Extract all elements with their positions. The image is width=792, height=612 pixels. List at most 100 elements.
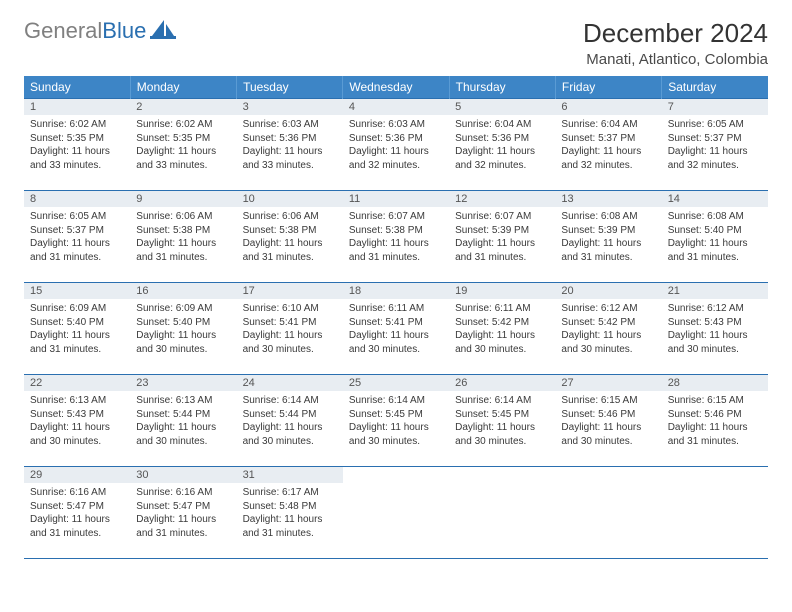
- calendar-row: 1Sunrise: 6:02 AMSunset: 5:35 PMDaylight…: [24, 99, 768, 191]
- calendar-cell: 14Sunrise: 6:08 AMSunset: 5:40 PMDayligh…: [662, 191, 768, 283]
- sunrise-line: Sunrise: 6:11 AM: [455, 302, 549, 316]
- weekday-header: Tuesday: [237, 76, 343, 99]
- day-number: 1: [24, 99, 130, 115]
- sunset-line: Sunset: 5:40 PM: [136, 316, 230, 330]
- calendar-cell: 2Sunrise: 6:02 AMSunset: 5:35 PMDaylight…: [130, 99, 236, 191]
- calendar-cell: ..: [343, 467, 449, 559]
- sunrise-line: Sunrise: 6:17 AM: [243, 486, 337, 500]
- sunset-line: Sunset: 5:44 PM: [243, 408, 337, 422]
- weekday-header: Saturday: [662, 76, 768, 99]
- daylight-line: Daylight: 11 hours and 31 minutes.: [243, 237, 337, 264]
- calendar-cell: 16 Sunrise: 6:09 AMSunset: 5:40 PMDayligh…: [130, 283, 236, 375]
- sunset-line: Sunset: 5:38 PM: [349, 224, 443, 238]
- day-details: Sunrise: 6:10 AMSunset: 5:41 PMDaylight:…: [237, 299, 343, 360]
- day-number: 12: [449, 191, 555, 207]
- daylight-line: Daylight: 11 hours and 31 minutes.: [136, 237, 230, 264]
- day-details: Sunrise: 6:03 AMSunset: 5:36 PMDaylight:…: [343, 115, 449, 176]
- day-details: Sunrise: 6:13 AMSunset: 5:43 PMDaylight:…: [24, 391, 130, 452]
- calendar-cell: 13Sunrise: 6:08 AMSunset: 5:39 PMDayligh…: [555, 191, 661, 283]
- day-details: Sunrise: 6:12 AMSunset: 5:43 PMDaylight:…: [662, 299, 768, 360]
- calendar-cell: 4Sunrise: 6:03 AMSunset: 5:36 PMDaylight…: [343, 99, 449, 191]
- logo-blue: Blue: [102, 18, 146, 43]
- sunrise-line: Sunrise: 6:13 AM: [30, 394, 124, 408]
- daylight-line: Daylight: 11 hours and 30 minutes.: [136, 421, 230, 448]
- calendar-cell: 9Sunrise: 6:06 AMSunset: 5:38 PMDaylight…: [130, 191, 236, 283]
- day-number: 3: [237, 99, 343, 115]
- day-details: Sunrise: 6:04 AMSunset: 5:37 PMDaylight:…: [555, 115, 661, 176]
- day-number: 28: [662, 375, 768, 391]
- day-details: Sunrise: 6:13 AMSunset: 5:44 PMDaylight:…: [130, 391, 236, 452]
- sail-icon: [150, 18, 176, 44]
- day-details: Sunrise: 6:02 AMSunset: 5:35 PMDaylight:…: [24, 115, 130, 176]
- day-details: Sunrise: 6:16 AMSunset: 5:47 PMDaylight:…: [24, 483, 130, 544]
- weekday-header: Wednesday: [343, 76, 449, 99]
- weekday-header: Thursday: [449, 76, 555, 99]
- sunrise-line: Sunrise: 6:09 AM: [136, 302, 230, 316]
- sunset-line: Sunset: 5:46 PM: [668, 408, 762, 422]
- day-number: 16: [130, 283, 236, 299]
- sunrise-line: Sunrise: 6:05 AM: [30, 210, 124, 224]
- logo-text: GeneralBlue: [24, 20, 146, 42]
- day-number: 19: [449, 283, 555, 299]
- calendar-cell: ..: [449, 467, 555, 559]
- day-number: 27: [555, 375, 661, 391]
- sunset-line: Sunset: 5:38 PM: [136, 224, 230, 238]
- sunrise-line: Sunrise: 6:13 AM: [136, 394, 230, 408]
- day-details: Sunrise: 6:07 AMSunset: 5:38 PMDaylight:…: [343, 207, 449, 268]
- day-details: Sunrise: 6:06 AMSunset: 5:38 PMDaylight:…: [237, 207, 343, 268]
- calendar-cell: 17Sunrise: 6:10 AMSunset: 5:41 PMDayligh…: [237, 283, 343, 375]
- sunset-line: Sunset: 5:36 PM: [243, 132, 337, 146]
- day-details: Sunrise: 6:17 AMSunset: 5:48 PMDaylight:…: [237, 483, 343, 544]
- title-block: December 2024 Manati, Atlantico, Colombi…: [583, 18, 768, 68]
- calendar-cell: 5Sunrise: 6:04 AMSunset: 5:36 PMDaylight…: [449, 99, 555, 191]
- calendar-table: SundayMondayTuesdayWednesdayThursdayFrid…: [24, 76, 768, 559]
- day-number: 8: [24, 191, 130, 207]
- daylight-line: Daylight: 11 hours and 30 minutes.: [243, 329, 337, 356]
- sunset-line: Sunset: 5:45 PM: [349, 408, 443, 422]
- sunrise-line: Sunrise: 6:09 AM: [30, 302, 124, 316]
- sunrise-line: Sunrise: 6:06 AM: [136, 210, 230, 224]
- sunrise-line: Sunrise: 6:11 AM: [349, 302, 443, 316]
- sunset-line: Sunset: 5:40 PM: [30, 316, 124, 330]
- day-details: Sunrise: 6:05 AMSunset: 5:37 PMDaylight:…: [662, 115, 768, 176]
- calendar-cell: 6Sunrise: 6:04 AMSunset: 5:37 PMDaylight…: [555, 99, 661, 191]
- day-details: Sunrise: 6:06 AMSunset: 5:38 PMDaylight:…: [130, 207, 236, 268]
- day-number: 20: [555, 283, 661, 299]
- calendar-cell: 23Sunrise: 6:13 AMSunset: 5:44 PMDayligh…: [130, 375, 236, 467]
- sunrise-line: Sunrise: 6:15 AM: [668, 394, 762, 408]
- daylight-line: Daylight: 11 hours and 30 minutes.: [561, 329, 655, 356]
- sunset-line: Sunset: 5:41 PM: [243, 316, 337, 330]
- day-number: 22: [24, 375, 130, 391]
- day-number: 26: [449, 375, 555, 391]
- day-number: 17: [237, 283, 343, 299]
- day-number: 4: [343, 99, 449, 115]
- daylight-line: Daylight: 11 hours and 30 minutes.: [455, 329, 549, 356]
- day-details: Sunrise: 6:09 AMSunset: 5:40 PMDaylight:…: [24, 299, 130, 360]
- logo: GeneralBlue: [24, 18, 176, 44]
- calendar-body: 1Sunrise: 6:02 AMSunset: 5:35 PMDaylight…: [24, 99, 768, 559]
- day-details: Sunrise: 6:08 AMSunset: 5:40 PMDaylight:…: [662, 207, 768, 268]
- day-details: Sunrise: 6:02 AMSunset: 5:35 PMDaylight:…: [130, 115, 236, 176]
- sunrise-line: Sunrise: 6:04 AM: [455, 118, 549, 132]
- calendar-cell: 1Sunrise: 6:02 AMSunset: 5:35 PMDaylight…: [24, 99, 130, 191]
- sunset-line: Sunset: 5:41 PM: [349, 316, 443, 330]
- sunset-line: Sunset: 5:45 PM: [455, 408, 549, 422]
- calendar-cell: 28 Sunrise: 6:15 AMSunset: 5:46 PMDayligh…: [662, 375, 768, 467]
- sunset-line: Sunset: 5:44 PM: [136, 408, 230, 422]
- calendar-cell: 31Sunrise: 6:17 AMSunset: 5:48 PMDayligh…: [237, 467, 343, 559]
- day-details: Sunrise: 6:14 AMSunset: 5:45 PMDaylight:…: [449, 391, 555, 452]
- sunrise-line: Sunrise: 6:03 AM: [349, 118, 443, 132]
- day-details: Sunrise: 6:16 AMSunset: 5:47 PMDaylight:…: [130, 483, 236, 544]
- day-number: 18: [343, 283, 449, 299]
- sunrise-line: Sunrise: 6:08 AM: [561, 210, 655, 224]
- calendar-cell: 24Sunrise: 6:14 AMSunset: 5:44 PMDayligh…: [237, 375, 343, 467]
- calendar-row: 22Sunrise: 6:13 AMSunset: 5:43 PMDayligh…: [24, 375, 768, 467]
- sunset-line: Sunset: 5:39 PM: [455, 224, 549, 238]
- daylight-line: Daylight: 11 hours and 30 minutes.: [136, 329, 230, 356]
- daylight-line: Daylight: 11 hours and 31 minutes.: [668, 421, 762, 448]
- month-title: December 2024: [583, 18, 768, 49]
- daylight-line: Daylight: 11 hours and 33 minutes.: [136, 145, 230, 172]
- calendar-cell: 26Sunrise: 6:14 AMSunset: 5:45 PMDayligh…: [449, 375, 555, 467]
- day-details: Sunrise: 6:03 AMSunset: 5:36 PMDaylight:…: [237, 115, 343, 176]
- calendar-cell: 12Sunrise: 6:07 AMSunset: 5:39 PMDayligh…: [449, 191, 555, 283]
